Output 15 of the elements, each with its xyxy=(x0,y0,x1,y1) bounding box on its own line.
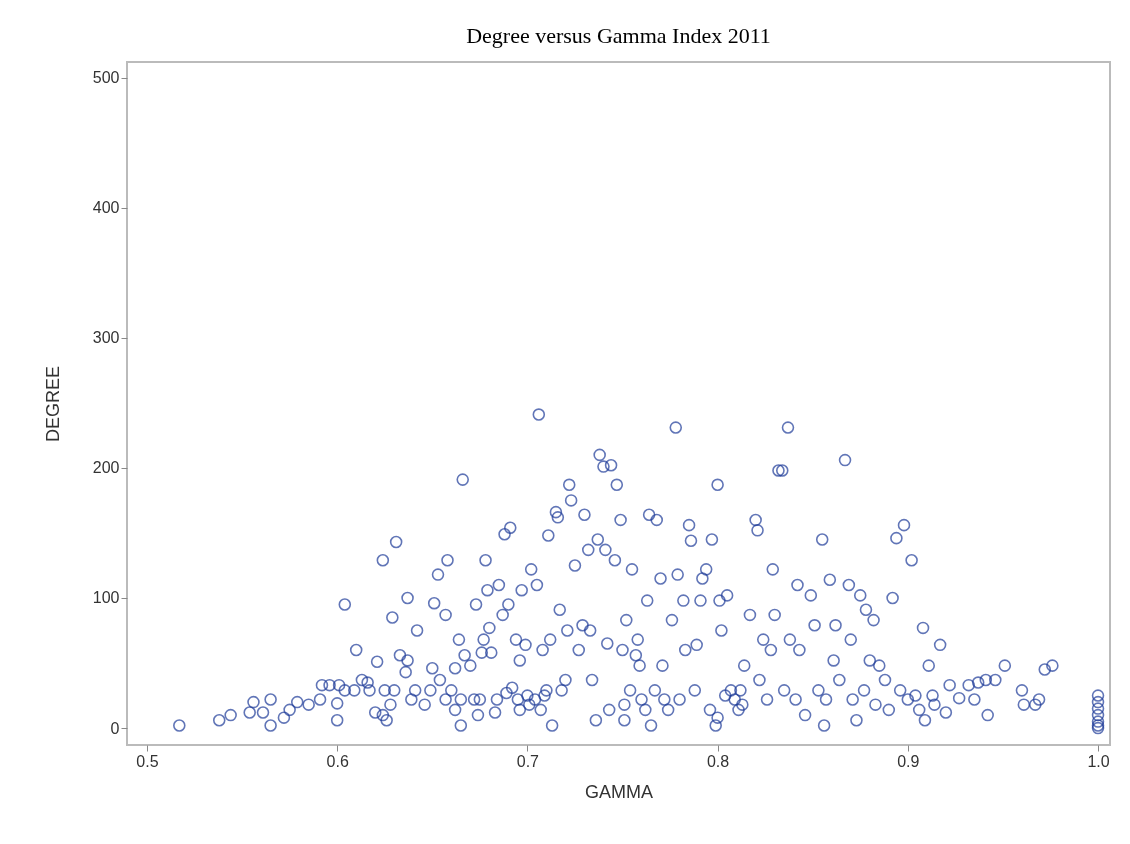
chart-title: Degree versus Gamma Index 2011 xyxy=(466,23,771,48)
y-tick-label: 100 xyxy=(92,589,120,607)
y-tick-label: 400 xyxy=(92,199,120,217)
x-tick-label: 0.8 xyxy=(706,752,730,770)
x-tick-label: 0.9 xyxy=(897,752,920,770)
x-tick-label: 1.0 xyxy=(1087,752,1110,770)
x-axis-title: GAMMA xyxy=(584,781,654,802)
y-tick-label: 0 xyxy=(110,719,120,737)
y-axis-title: DEGREE xyxy=(42,365,63,443)
x-tick-label: 0.5 xyxy=(136,752,159,770)
y-tick-label: 500 xyxy=(92,69,120,87)
x-tick-label: 0.6 xyxy=(326,752,349,770)
y-tick-label: 200 xyxy=(92,459,120,477)
x-tick-label: 0.7 xyxy=(516,752,540,770)
y-tick-label: 300 xyxy=(92,329,120,347)
